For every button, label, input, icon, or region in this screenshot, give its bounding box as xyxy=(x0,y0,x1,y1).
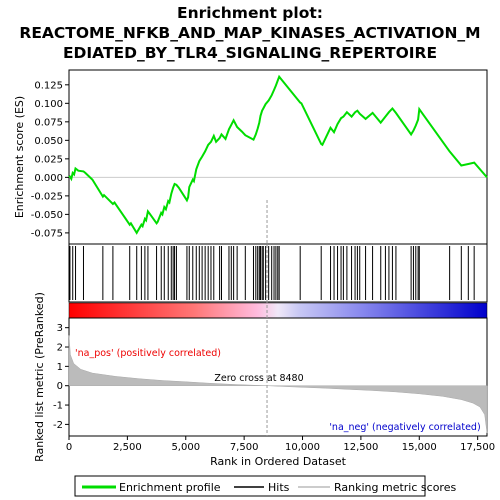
zero-cross-label: Zero cross at 8480 xyxy=(214,373,303,384)
metric-tick-label: 2 xyxy=(57,343,63,354)
es-tick-label: -0.025 xyxy=(31,191,63,202)
legend-hits-label: Hits xyxy=(268,481,290,494)
rank-color-bar xyxy=(68,302,488,319)
es-tick-label: 0.050 xyxy=(34,136,63,147)
enrichment-profile-line xyxy=(68,74,488,235)
title-line-1: Enrichment plot: xyxy=(177,4,323,22)
es-axis: -0.075 -0.050 -0.025 0.000 0.025 0.050 0.075 0.… xyxy=(31,80,69,239)
x-tick-label: 10,000 xyxy=(285,442,320,453)
legend-box xyxy=(74,475,426,497)
es-tick-label: 0.125 xyxy=(34,80,63,91)
x-tick-label: 12,500 xyxy=(343,442,378,453)
es-tick-label: 0.075 xyxy=(34,117,63,128)
es-tick-label: -0.050 xyxy=(31,210,63,221)
x-tick-label: 17,500 xyxy=(460,442,495,453)
es-tick-label: 0.100 xyxy=(34,99,63,110)
metric-axis-label: Ranked list metric (PreRanked) xyxy=(33,292,46,462)
x-tick-label: 0 xyxy=(66,442,72,453)
negative-correlation-label: 'na_neg' (negatively correlated) xyxy=(329,422,480,433)
metric-axis: -2 -1 0 1 2 3 xyxy=(53,323,69,431)
x-tick-label: 5,000 xyxy=(171,442,200,453)
es-axis-label: Enrichment score (ES) xyxy=(13,96,26,218)
x-tick-label: 7,500 xyxy=(230,442,259,453)
metric-tick-label: 0 xyxy=(57,381,63,392)
es-panel-frame xyxy=(68,69,488,245)
es-tick-label: -0.075 xyxy=(31,228,63,239)
title-line-3: EDIATED_BY_TLR4_SIGNALING_REPERTOIRE xyxy=(63,44,437,62)
es-tick-label: 0.025 xyxy=(34,154,63,165)
legend-ranking-label: Ranking metric scores xyxy=(334,481,456,494)
metric-tick-label: 3 xyxy=(57,323,63,334)
title-line-2: REACTOME_NFKB_AND_MAP_KINASES_ACTIVATION… xyxy=(19,24,480,42)
ranking-metric-area xyxy=(68,335,488,434)
es-tick-label: 0.000 xyxy=(34,173,63,184)
x-tick-label: 2,500 xyxy=(113,442,142,453)
x-tick-label: 15,000 xyxy=(402,442,437,453)
positive-correlation-label: 'na_pos' (positively correlated) xyxy=(75,348,221,359)
metric-panel-frame xyxy=(68,317,488,437)
metric-tick-label: -1 xyxy=(53,401,63,412)
hits-panel xyxy=(69,246,475,300)
x-axis-label: Rank in Ordered Dataset xyxy=(210,455,347,468)
metric-tick-label: 1 xyxy=(57,362,63,373)
legend-enrichment-label: Enrichment profile xyxy=(119,481,221,494)
metric-tick-label: -2 xyxy=(53,420,63,431)
x-axis: 0 2,500 5,000 7,500 10,000 12,500 15,000 17,500 xyxy=(66,436,495,453)
